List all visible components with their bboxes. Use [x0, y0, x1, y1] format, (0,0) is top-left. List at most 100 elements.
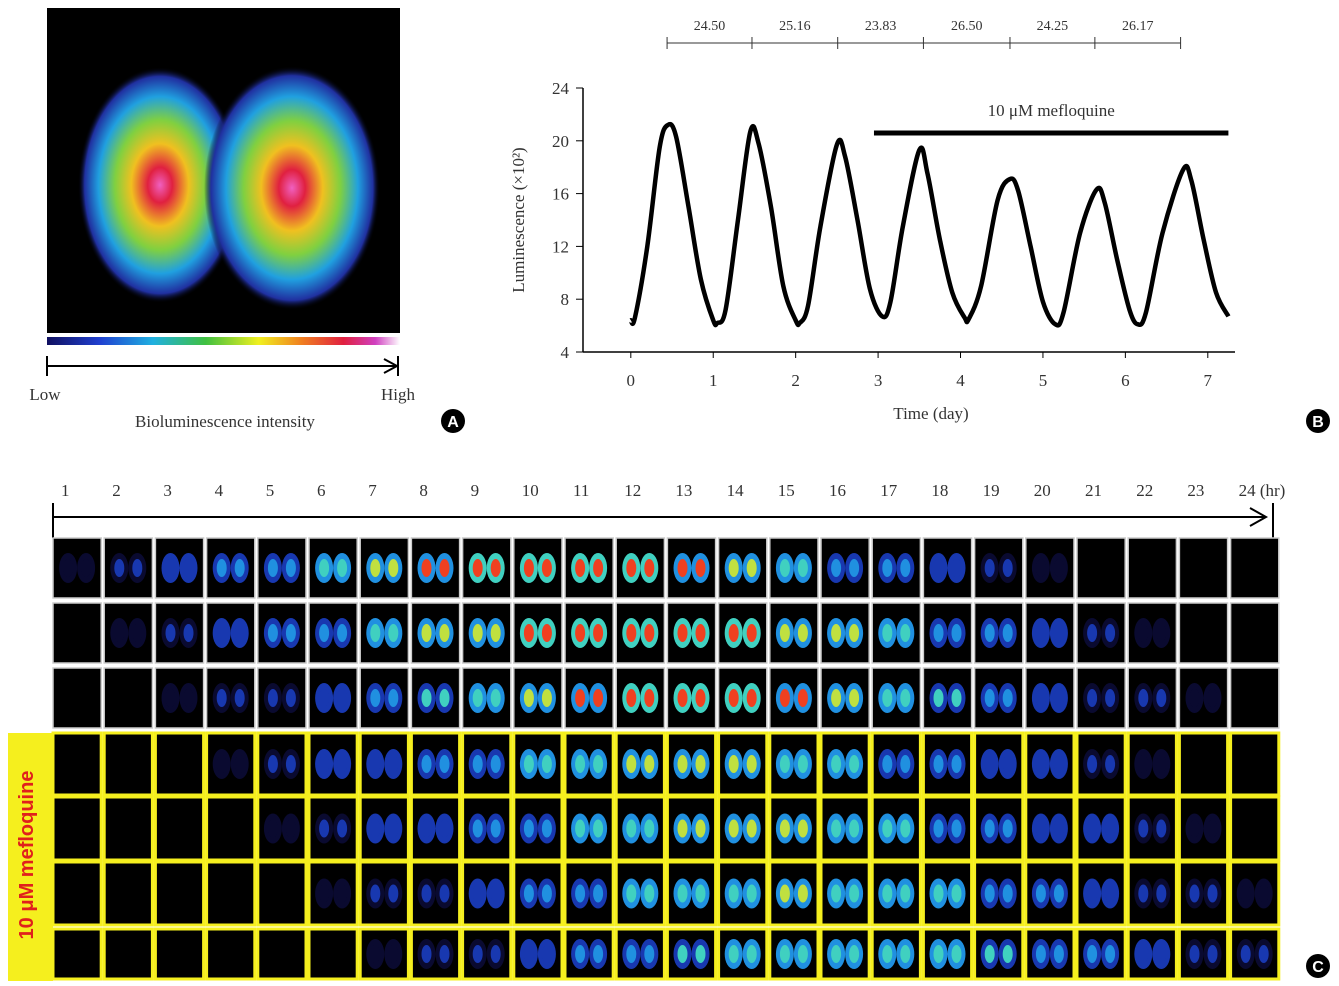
kidney-core — [216, 624, 227, 642]
image-tile — [307, 927, 359, 981]
kidney-core — [114, 559, 125, 577]
kidney-core — [933, 945, 944, 963]
kidney-core — [490, 689, 501, 707]
x-tick-label: 4 — [956, 371, 965, 390]
kidney-core — [746, 945, 757, 963]
y-tick-label: 4 — [561, 343, 570, 362]
kidney-core — [337, 884, 348, 903]
kidney-core — [388, 945, 399, 963]
kidney-core — [951, 689, 962, 707]
kidney-core — [677, 884, 688, 903]
kidney-core — [933, 755, 944, 773]
kidney-core — [523, 559, 534, 577]
kidney-core — [575, 819, 586, 838]
kidney-core — [1087, 819, 1098, 838]
hour-label: 1 — [61, 481, 70, 500]
kidney-core — [1105, 884, 1116, 903]
kidney-core — [472, 945, 483, 963]
kidney-core — [1156, 755, 1167, 773]
kidney-core — [1138, 819, 1149, 838]
kidney-core — [728, 624, 739, 642]
image-tile — [1229, 602, 1280, 664]
kidney-core — [1105, 755, 1116, 773]
panel-letter: B — [1312, 414, 1324, 431]
kidney-core — [1002, 624, 1013, 642]
kidney-core — [1087, 755, 1098, 773]
panel-letter-bg — [441, 409, 465, 433]
kidney-core — [849, 884, 860, 903]
treatment-band — [8, 733, 53, 981]
kidney-core — [165, 624, 176, 642]
kidney-core — [849, 755, 860, 773]
y-tick-label: 16 — [552, 185, 569, 204]
kidney-core — [677, 945, 688, 963]
kidney-core — [849, 559, 860, 577]
hour-label: 17 — [880, 481, 898, 500]
low-label: Low — [29, 385, 61, 404]
image-tile — [1177, 731, 1230, 797]
image-tile — [153, 860, 206, 927]
kidney-core — [1002, 819, 1013, 838]
treatment-label: 10 μM mefloquine — [16, 771, 38, 940]
kidney-core — [216, 689, 227, 707]
x-tick-label: 0 — [627, 371, 636, 390]
kidney-core — [882, 945, 893, 963]
kidney-core — [165, 559, 176, 577]
kidney-core — [490, 559, 501, 577]
kidney-core — [114, 624, 125, 642]
kidney-core — [900, 819, 911, 838]
period-label: 26.50 — [951, 19, 983, 34]
kidney-core — [1035, 755, 1046, 773]
kidney-core — [541, 884, 552, 903]
kidney-core — [319, 559, 330, 577]
kidney-core — [779, 819, 790, 838]
kidney-core — [523, 819, 534, 838]
kidney-core — [1189, 819, 1200, 838]
hour-label: 13 — [675, 481, 692, 500]
kidney-core — [900, 755, 911, 773]
kidney-core — [1002, 884, 1013, 903]
kidney-signal — [78, 67, 242, 303]
kidney-core — [831, 884, 842, 903]
kidney-core — [1138, 755, 1149, 773]
kidney-core — [439, 624, 450, 642]
kidney-core — [779, 884, 790, 903]
kidney-core — [882, 689, 893, 707]
luminescence-line — [628, 121, 1231, 328]
image-tile — [51, 795, 103, 862]
kidney-core — [695, 945, 706, 963]
kidney-core — [575, 559, 586, 577]
kidney-core — [626, 559, 637, 577]
hour-label: 6 — [317, 481, 326, 500]
kidney-core — [439, 884, 450, 903]
kidney-core — [728, 884, 739, 903]
period-label: 26.17 — [1122, 19, 1154, 34]
kidney-core — [337, 689, 348, 707]
kidney-core — [746, 624, 757, 642]
image-tile — [51, 860, 103, 927]
kidney-core — [575, 624, 586, 642]
kidney-core — [695, 689, 706, 707]
panel-letter-bg — [1306, 409, 1330, 433]
kidney-core — [1035, 819, 1046, 838]
hour-label: 23 — [1187, 481, 1204, 500]
hour-label: 3 — [163, 481, 172, 500]
kidney-core — [900, 559, 911, 577]
image-tile — [1076, 537, 1126, 599]
kidney-core — [1053, 624, 1064, 642]
kidney-core — [234, 624, 245, 642]
kidney-core — [388, 755, 399, 773]
kidney-core — [984, 624, 995, 642]
x-axis-title: Time (day) — [893, 404, 968, 423]
kidney-core — [984, 755, 995, 773]
kidney-core — [900, 624, 911, 642]
kidney-core — [472, 689, 483, 707]
kidney-core — [746, 559, 757, 577]
hour-label: 15 — [778, 481, 795, 500]
kidney-core — [900, 945, 911, 963]
kidney-core — [541, 755, 552, 773]
kidney-core — [421, 559, 432, 577]
kidney-core — [951, 755, 962, 773]
kidney-core — [183, 559, 194, 577]
